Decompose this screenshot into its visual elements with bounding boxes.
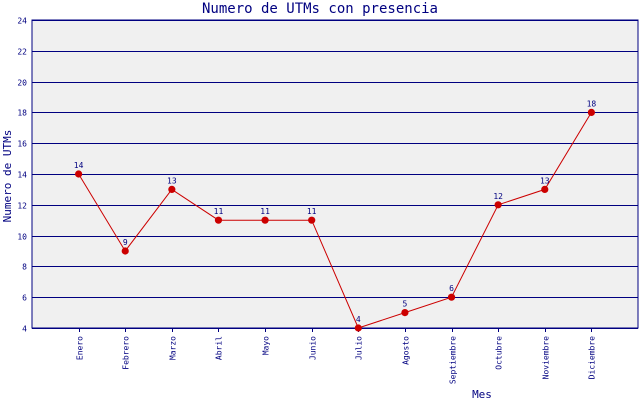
x-tick-label: Enero [76,336,85,360]
data-point [401,309,409,317]
x-tick-label: Diciembre [588,336,597,380]
data-label: 14 [74,161,84,170]
y-tick-label: 14 [17,171,27,180]
data-label: 4 [356,315,361,324]
data-point [261,216,269,224]
y-tick-label: 24 [17,17,27,26]
data-point [494,201,502,209]
data-point [121,247,129,255]
data-label: 13 [540,176,550,185]
y-tick-label: 12 [17,202,27,211]
x-tick-label: Septiembre [449,336,458,384]
data-point [447,293,456,301]
y-tick-label: 4 [22,325,27,334]
data-label: 6 [449,284,454,293]
data-label: 18 [587,99,597,108]
x-tick-label: Abril [215,336,224,360]
data-label: 11 [307,207,317,216]
x-tick-label: Julio [355,336,364,360]
x-tick-label: Junio [309,336,318,360]
x-tick-label: Noviembre [542,336,551,380]
y-tick-label: 6 [22,294,27,303]
data-point [354,324,362,332]
data-label: 9 [123,238,128,247]
data-label: 13 [167,176,177,185]
x-axis-label: Mes [472,388,492,400]
x-tick-label: Febrero [122,336,131,370]
data-point [587,108,595,116]
y-axis-ticks: 4 6 8 10 12 14 16 18 20 22 24 [17,17,27,334]
data-points [75,108,595,332]
y-axis-label: Numero de UTMs [1,130,14,223]
data-point [214,216,223,224]
y-tick-label: 8 [22,263,27,272]
data-point [308,216,316,224]
data-point [75,170,83,178]
data-point [168,185,176,193]
chart-title: Numero de UTMs con presencia [202,1,438,17]
y-tick-label: 20 [17,79,27,88]
y-tick-label: 18 [17,109,27,118]
y-tick-label: 22 [17,48,27,57]
y-tick-label: 16 [17,140,27,149]
x-tick-label: Octubre [495,336,504,370]
x-tick-label: Marzo [169,336,178,360]
series-line [78,112,592,329]
x-tick-label: Mayo [262,336,271,355]
data-labels: 14 9 13 11 11 11 4 5 6 12 13 18 [74,99,597,324]
data-label: 12 [493,192,503,201]
x-axis-ticks: Enero Febrero Marzo Abril Mayo Junio Julio Agos… [76,328,597,384]
data-label: 11 [214,207,224,216]
data-label: 11 [260,207,270,216]
gridlines [32,20,638,329]
x-tick-label: Agosto [402,336,411,365]
data-label: 5 [403,300,408,309]
y-tick-label: 10 [17,233,27,242]
data-point [541,185,549,193]
